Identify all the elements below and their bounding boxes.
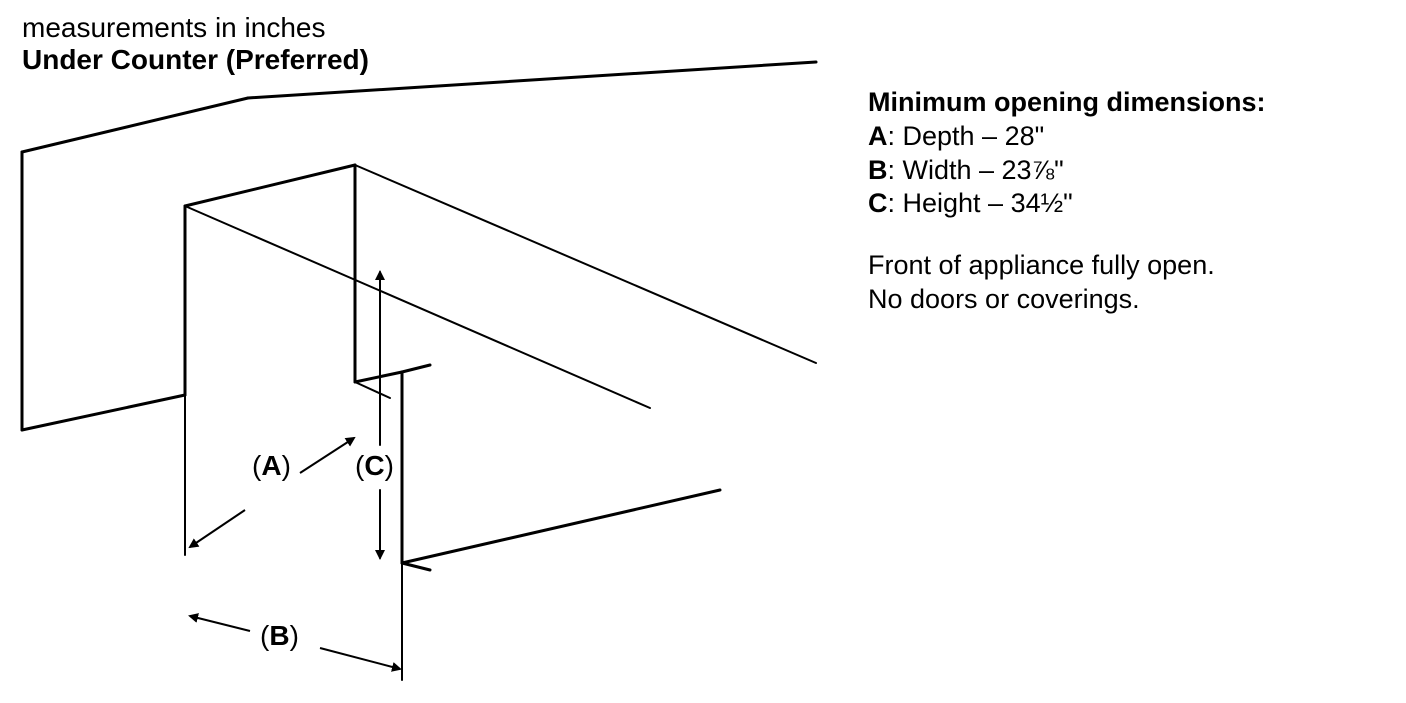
dimension-label-b: (B) [260, 620, 299, 652]
legend-row-b: B: Width – 23⅞" [868, 154, 1266, 188]
legend-val-c: : Height – 34½" [888, 188, 1073, 218]
extension-lines [185, 165, 816, 680]
legend-val-b: : Width – 23⅞" [888, 155, 1064, 185]
legend-key-a: A [868, 121, 888, 151]
legend-key-b: B [868, 155, 888, 185]
dimension-label-a: (A) [252, 450, 291, 482]
dimension-label-c: (C) [355, 450, 394, 482]
under-counter-diagram [0, 0, 820, 703]
cabinet-outline [22, 62, 816, 570]
legend-note-line2: No doors or coverings. [868, 283, 1266, 317]
legend-row-c: C: Height – 34½" [868, 187, 1266, 221]
legend-key-c: C [868, 188, 888, 218]
legend-note: Front of appliance fully open. No doors … [868, 249, 1266, 317]
legend-val-a: : Depth – 28" [888, 121, 1045, 151]
legend-note-line1: Front of appliance fully open. [868, 249, 1266, 283]
dimensions-legend: Minimum opening dimensions: A: Depth – 2… [868, 86, 1266, 317]
legend-title: Minimum opening dimensions: [868, 86, 1266, 120]
legend-row-a: A: Depth – 28" [868, 120, 1266, 154]
